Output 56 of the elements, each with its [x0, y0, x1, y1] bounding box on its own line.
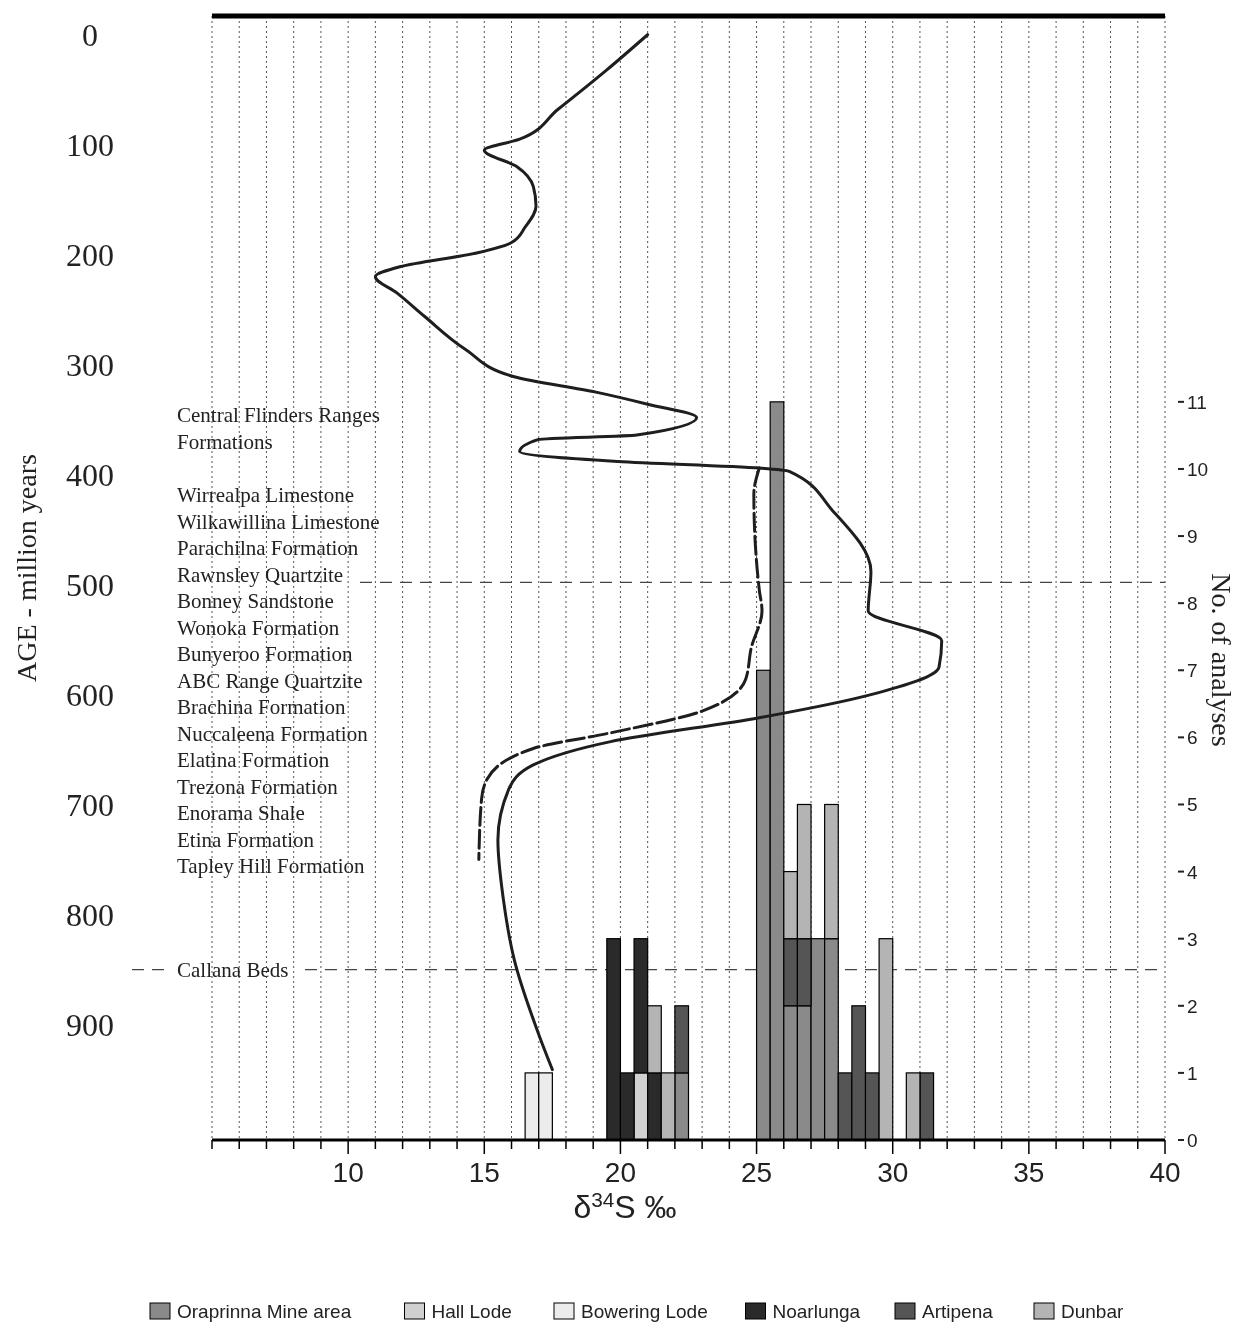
y-tick-label: 600 [66, 676, 114, 713]
y-tick-label: 700 [66, 786, 114, 823]
legend-label: Dunbar [1061, 1301, 1124, 1322]
y2-tick-label: 0 [1187, 1130, 1198, 1151]
y-tick-label: 900 [66, 1006, 114, 1043]
y2-tick-label: 7 [1187, 660, 1198, 682]
legend-label: Hall Lode [431, 1301, 512, 1322]
annotation: Central Flinders Ranges Formations [177, 403, 380, 454]
legend-label: Noarlunga [772, 1301, 861, 1322]
y2-tick-label: 9 [1187, 526, 1198, 548]
x-tick-label: 30 [877, 1157, 909, 1188]
annotation: Rawnsley Quartzite [177, 562, 344, 587]
line-series [477, 466, 764, 862]
x-tick-label: 25 [740, 1157, 773, 1188]
y-tick-label: 500 [66, 566, 114, 603]
y-tick-label: 800 [66, 896, 114, 933]
ref-line-label: Callana Beds [177, 957, 289, 982]
legend-label: Artipena [922, 1301, 994, 1322]
x-tick-label: 10 [332, 1157, 364, 1188]
annotation: Parachilna Formation [177, 536, 359, 560]
annotation: Trezona Formation [177, 774, 339, 799]
annotation: Wilkawillina Limestone [177, 509, 380, 534]
legend-label: Bowering Lode [581, 1301, 708, 1322]
y2-axis-title: No. of analyses [1206, 573, 1237, 747]
y2-tick-label: 10 [1187, 458, 1209, 480]
y-tick-label: 200 [66, 236, 114, 273]
y-axis-title: AGE - million years [11, 454, 42, 682]
annotation: Brachina Formation [177, 695, 347, 719]
annotation: Wirrealpa Limestone [177, 483, 354, 507]
x-tick-label: 40 [1149, 1157, 1181, 1188]
x-tick-label: 20 [604, 1157, 637, 1188]
annotation: Nuccaleena Formation [177, 721, 369, 746]
y-tick-label: 100 [66, 126, 114, 163]
y2-tick-label: 8 [1187, 593, 1198, 615]
y2-tick-label: 11 [1187, 391, 1207, 413]
y2-tick-label: 6 [1187, 727, 1198, 749]
y2-tick-label: 2 [1187, 995, 1198, 1017]
annotation: Etina Formation [177, 827, 315, 852]
annotation: Enorama Shale [177, 801, 305, 825]
x-axis-title: δ$^{34}$S ‰ [573, 1187, 677, 1225]
annotation: Tapley Hill Formation [177, 854, 365, 878]
annotation: Bonney Sandstone [177, 589, 334, 613]
annotation: Bunyeroo Formation [177, 642, 354, 666]
y-tick-label: 400 [66, 456, 114, 493]
x-tick-label: 15 [468, 1157, 500, 1188]
y2-tick-label: 3 [1187, 928, 1198, 950]
x-tick-label: 35 [1013, 1157, 1045, 1188]
annotation: ABC Range Quartzite [177, 668, 363, 693]
y2-tick-label: 5 [1187, 794, 1198, 816]
annotation: Wonoka Formation [177, 615, 340, 640]
legend-label: Oraprinna Mine area [177, 1301, 352, 1322]
annotation: Elatina Formation [177, 748, 330, 772]
y2-tick-label: 4 [1187, 861, 1198, 883]
y-tick-label: 0 [82, 16, 98, 53]
y2-tick-label: 1 [1187, 1062, 1198, 1084]
y-tick-label: 300 [66, 346, 114, 383]
